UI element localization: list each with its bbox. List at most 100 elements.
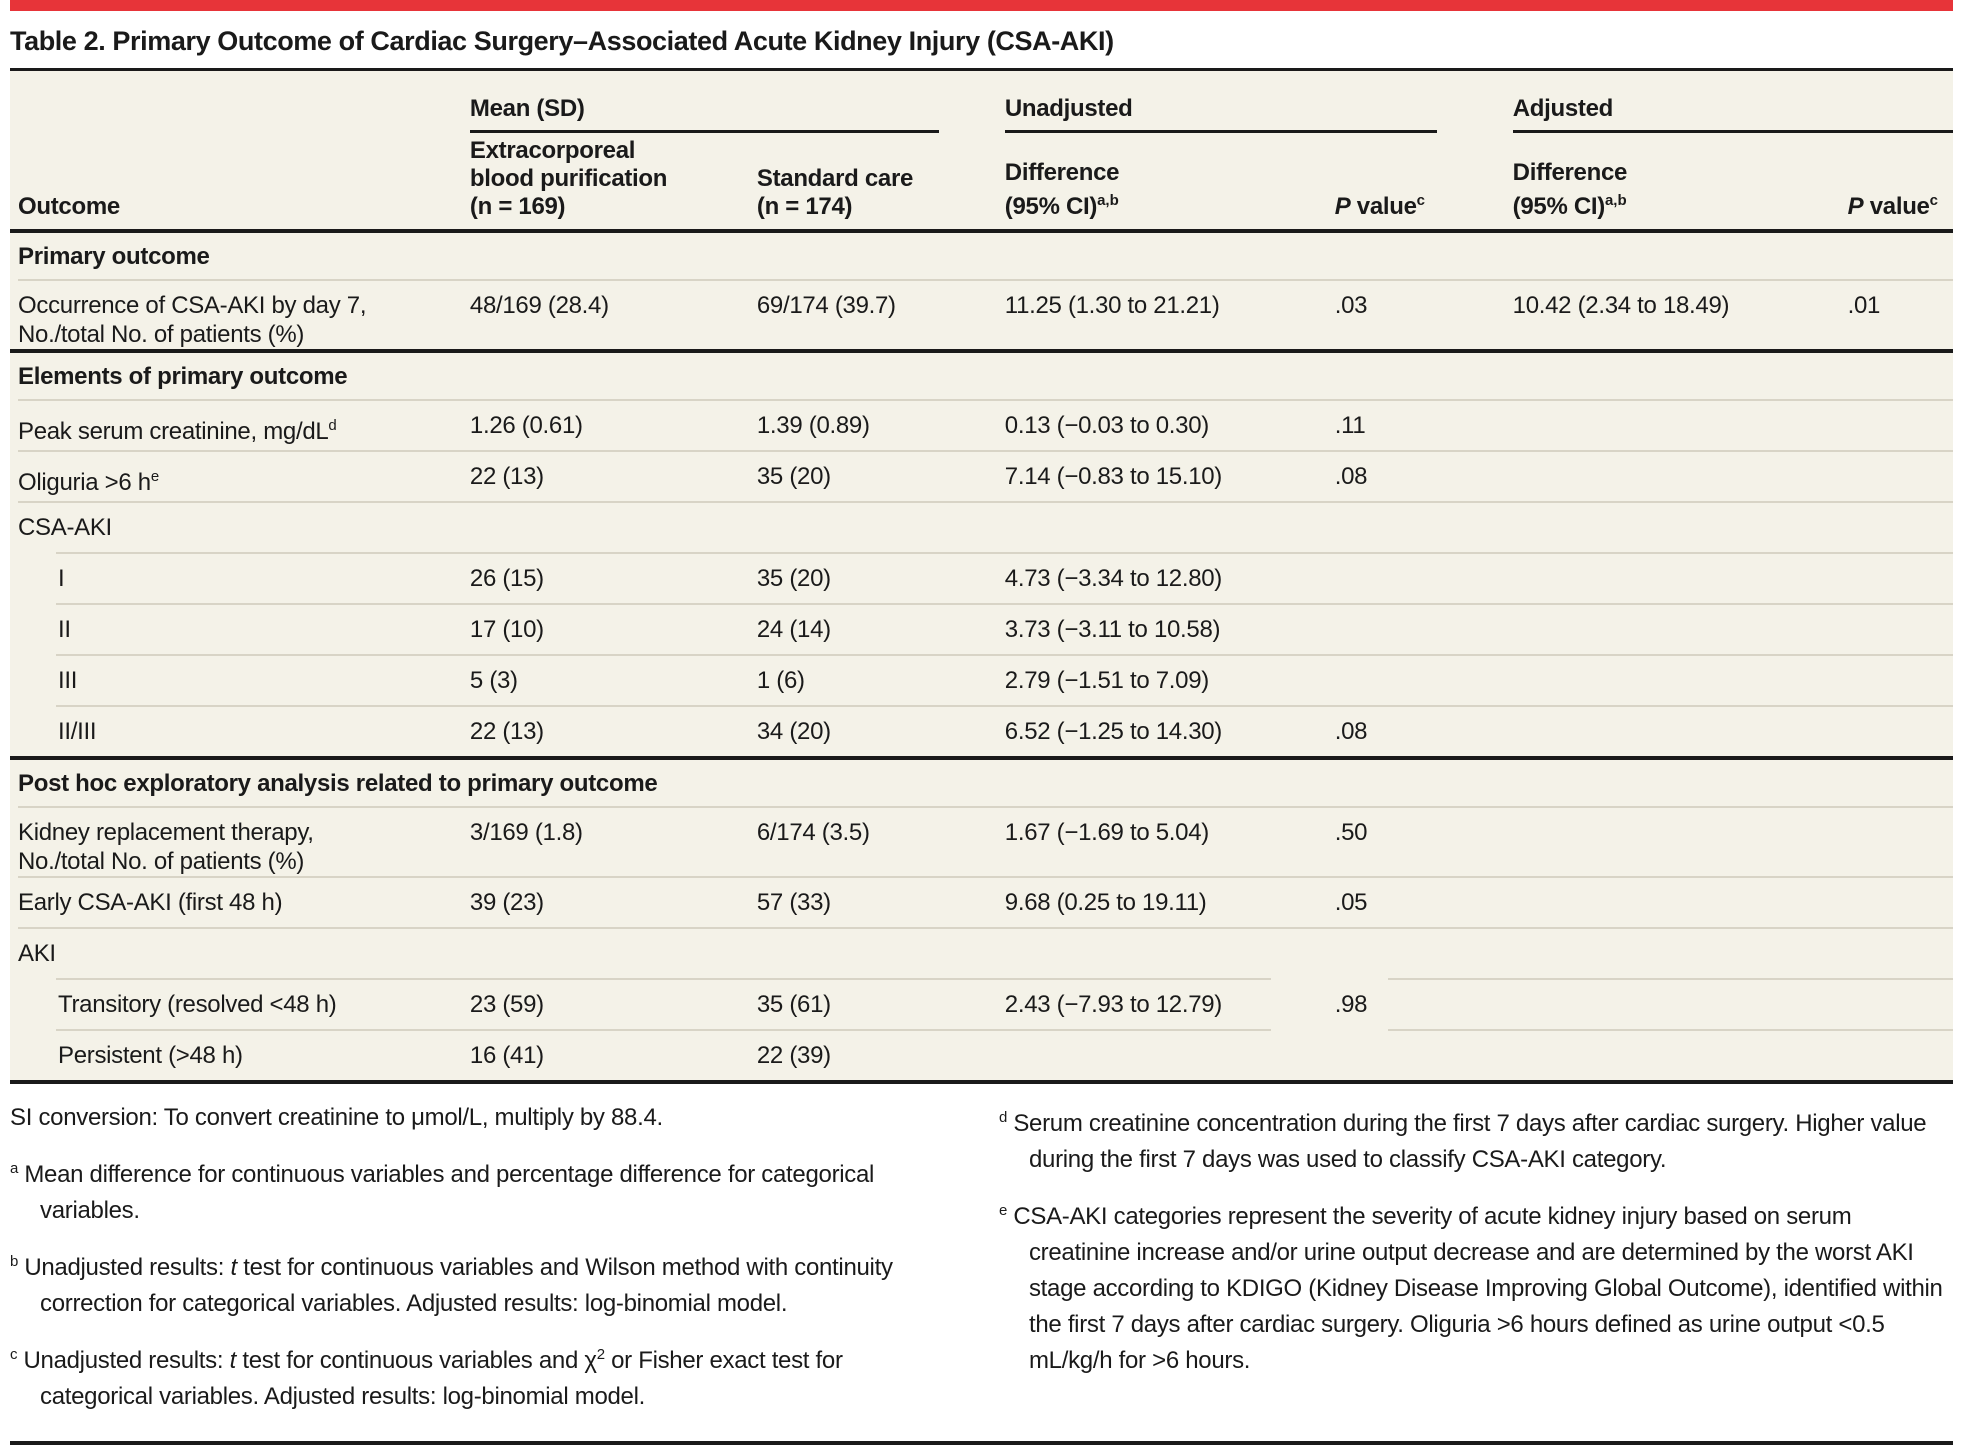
unadj-diff-cell: 2.79 (−1.51 to 7.09): [1004, 667, 1209, 694]
article-table-block: Table 2. Primary Outcome of Cardiac Surg…: [10, 0, 1953, 1084]
section-row: Post hoc exploratory analysis related to…: [10, 760, 1953, 806]
row-divider: [10, 756, 1953, 760]
footnote-letter: a: [10, 1160, 19, 1177]
divider-segment: [56, 654, 1953, 656]
divider-segment: [10, 349, 1953, 353]
outcome-cell: III: [10, 656, 470, 695]
adj-diff-cell: [1513, 707, 1848, 717]
footnotes-left-column: SI conversion: To convert creatinine to …: [10, 1100, 999, 1430]
outcome-cell: Transitory (resolved <48 h): [10, 980, 470, 1019]
mean-sd-spanner-label: Mean (SD): [469, 95, 585, 122]
adj-p-cell: [1848, 605, 1953, 615]
divider-segment: [56, 1029, 1271, 1031]
adj-diff-cell: [1513, 808, 1848, 818]
unadj-p-cell: .98: [1334, 991, 1368, 1018]
divider-segment: [1387, 1029, 1953, 1031]
row-label: Persistent (>48 h): [58, 1042, 243, 1069]
row-label: Occurrence of CSA-AKI by day 7, No./tota…: [18, 292, 367, 348]
row-label: Transitory (resolved <48 h): [58, 991, 337, 1018]
row-divider: [10, 501, 1953, 503]
table-row: Peak serum creatinine, mg/dLd 1.26 (0.61)…: [10, 401, 1953, 450]
row-label: II/III: [58, 718, 97, 745]
mean-sd-group: Mean (SD): [469, 95, 1005, 141]
ebp-cell: 16 (41): [469, 1042, 544, 1069]
footnote: b Unadjusted results: t test for continuo…: [10, 1244, 899, 1322]
adj-p-col-header: P valuec: [1847, 192, 1938, 220]
spanner-underline: [1512, 130, 1953, 133]
std-care-cell: 69/174 (39.7): [756, 292, 896, 319]
outcome-cell: II: [10, 605, 470, 644]
outcome-cell: Oliguria >6 he: [10, 452, 470, 497]
divider-segment: [18, 399, 1953, 401]
table-row: CSA-AKI: [10, 503, 1953, 552]
table-row: II/III 22 (13) 34 (20) 6.52 (−1.25 to 14.30…: [10, 707, 1953, 756]
unadj-p-cell: [1335, 929, 1513, 939]
adj-p-cell: [1848, 808, 1953, 818]
adj-diff-cell: [1513, 605, 1848, 615]
unadj-p-cell: [1335, 503, 1513, 513]
unadj-diff-cell: 9.68 (0.25 to 19.11): [1004, 889, 1207, 916]
unadj-p-cell: .08: [1334, 718, 1368, 745]
divider-segment: [18, 876, 1953, 878]
std-care-cell: [757, 929, 1005, 939]
std-care-cell: 6/174 (3.5): [756, 819, 870, 846]
table-title: Table 2. Primary Outcome of Cardiac Surg…: [10, 11, 1953, 71]
footnote-letter: b: [10, 1253, 19, 1270]
outcome-cell: Kidney replacement therapy, No./total No…: [10, 808, 470, 876]
ebp-cell: [470, 929, 757, 939]
footnote-marker: a,b: [1604, 192, 1627, 209]
footnote-text: Serum creatinine concentration during th…: [1013, 1110, 1927, 1173]
footnote-marker: c: [1416, 192, 1426, 209]
unadj-diff-cell: [1005, 929, 1335, 939]
adj-p-cell: [1848, 980, 1953, 990]
adj-p-cell: [1848, 401, 1953, 411]
footnote-letter: e: [998, 1202, 1008, 1219]
divider-segment: [56, 552, 1953, 554]
footnote: SI conversion: To convert creatinine to …: [10, 1100, 899, 1136]
row-label: I: [58, 565, 65, 592]
outcome-cell: AKI: [10, 929, 470, 968]
ebp-cell: 17 (10): [469, 616, 544, 643]
ebp-cell: 26 (15): [469, 565, 544, 592]
row-label: Early CSA-AKI (first 48 h): [18, 889, 283, 916]
std-care-cell: 35 (20): [756, 463, 831, 490]
row-label: III: [58, 667, 78, 694]
adj-diff-cell: 10.42 (2.34 to 18.49): [1512, 292, 1730, 319]
unadj-diff-cell: 3.73 (−3.11 to 10.58): [1004, 616, 1221, 643]
unadj-diff-cell: 1.67 (−1.69 to 5.04): [1004, 819, 1209, 846]
footnote-letter: d: [998, 1109, 1008, 1126]
divider-segment: [18, 927, 1953, 929]
outcome-cell: Early CSA-AKI (first 48 h): [10, 878, 470, 917]
row-divider: [10, 349, 1953, 353]
std-care-cell: 35 (20): [756, 565, 831, 592]
footnote: a Mean difference for continuous variable…: [10, 1151, 899, 1229]
footnote: e CSA-AKI categories represent the severi…: [999, 1193, 1947, 1379]
ebp-cell: 39 (23): [469, 889, 544, 916]
row-label: Peak serum creatinine, mg/dL: [18, 418, 329, 445]
row-label: CSA-AKI: [18, 514, 112, 541]
footnote-marker: d: [328, 417, 337, 434]
row-label: Kidney replacement therapy, No./total No…: [18, 819, 314, 875]
adj-diff-cell: [1513, 554, 1848, 564]
unadj-diff-cell: 6.52 (−1.25 to 14.30): [1004, 718, 1223, 745]
footnote-text: Unadjusted results:: [24, 1254, 231, 1281]
adjusted-group: Adjusted: [1512, 95, 1953, 141]
footnote-marker: e: [150, 468, 160, 485]
row-label: Oliguria >6 h: [18, 469, 151, 496]
ebp-cell: 48/169 (28.4): [469, 292, 609, 319]
table-row: II 17 (10) 24 (14) 3.73 (−3.11 to 10.58): [10, 605, 1953, 654]
row-divider: [10, 927, 1953, 929]
unadj-p-cell: .05: [1334, 889, 1368, 916]
divider-segment: [18, 806, 1953, 808]
row-divider: [10, 279, 1953, 281]
table-row: Kidney replacement therapy, No./total No…: [10, 808, 1953, 876]
spanner-underline: [469, 130, 939, 133]
outcome-cell: Peak serum creatinine, mg/dLd: [10, 401, 470, 446]
outcomes-table: Mean (SD) Unadjusted Adjusted Outcome Ex…: [10, 71, 1953, 1084]
spanner-underline: [1004, 130, 1437, 133]
footnote-text: test for continuous variables and χ: [236, 1347, 597, 1374]
footnote-text: 2: [596, 1346, 605, 1363]
row-divider: [10, 876, 1953, 878]
row-divider: [10, 978, 1953, 980]
